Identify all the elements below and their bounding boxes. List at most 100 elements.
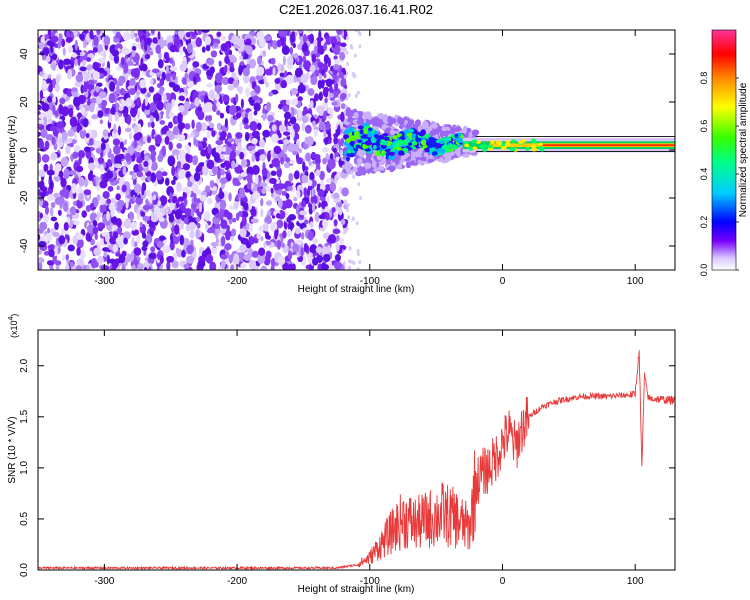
noise-cell <box>117 125 121 136</box>
noise-cell <box>271 133 279 143</box>
noise-cell <box>253 102 261 112</box>
noise-cell <box>206 159 215 170</box>
noise-cell <box>104 234 109 243</box>
noise-cell <box>192 155 199 166</box>
onset-core <box>454 133 459 138</box>
noise-cell <box>317 189 325 198</box>
noise-cell <box>92 70 100 81</box>
noise-cell <box>199 122 208 132</box>
spectrogram-x-ticks: -300 -200 -100 0 100 <box>94 30 644 287</box>
onset-core <box>396 147 403 151</box>
noise-cell <box>325 177 332 184</box>
noise-cell <box>312 237 319 245</box>
noise-cell <box>63 168 70 180</box>
noise-cell <box>177 196 185 202</box>
noise-cell <box>108 93 116 104</box>
noise-cell <box>228 104 237 116</box>
noise-cell <box>278 30 287 38</box>
noise-cell <box>240 172 248 177</box>
noise-cell <box>54 221 59 231</box>
noise-cell <box>314 70 320 77</box>
noise-cell <box>121 47 128 55</box>
noise-cell <box>82 118 89 128</box>
noise-cell <box>144 42 148 52</box>
noise-cell <box>123 139 128 146</box>
noise-cell <box>283 131 291 136</box>
onset-halo <box>391 161 396 167</box>
noise-cell <box>38 104 42 110</box>
noise-cell <box>216 31 222 37</box>
noise-cell <box>235 132 243 139</box>
noise-cell <box>318 121 326 131</box>
noise-cell <box>51 53 58 61</box>
noise-cell <box>290 30 298 33</box>
noise-cell <box>255 157 260 162</box>
onset-core <box>355 144 361 149</box>
noise-cell <box>200 149 208 157</box>
noise-cell <box>228 254 234 263</box>
onset-core <box>378 134 385 141</box>
noise-cell <box>302 42 308 53</box>
noise-cell <box>142 136 149 143</box>
noise-cell <box>133 126 139 134</box>
tone-blob <box>524 147 530 151</box>
noise-cell <box>148 86 155 93</box>
noise-cell <box>177 153 181 162</box>
noise-cell <box>260 148 265 154</box>
noise-cell <box>250 208 257 217</box>
noise-cell <box>228 54 236 61</box>
noise-cell <box>220 260 226 269</box>
noise-cell <box>307 230 314 241</box>
noise-cell <box>79 66 87 72</box>
noise-cell <box>284 161 291 169</box>
noise-cell <box>253 238 259 244</box>
noise-cell <box>285 99 291 106</box>
noise-cell <box>146 136 152 144</box>
noise-cell <box>131 229 140 236</box>
noise-cell <box>42 116 48 127</box>
noise-cell <box>192 61 200 68</box>
noise-cell <box>253 265 259 270</box>
noise-cell <box>318 107 324 117</box>
noise-cell <box>186 255 195 264</box>
noise-cell <box>229 66 235 73</box>
noise-cell <box>38 169 46 177</box>
noise-cell <box>216 110 221 116</box>
noise-cell <box>333 136 338 145</box>
noise-cell <box>193 171 201 182</box>
noise-cell <box>317 39 322 49</box>
noise-cell <box>197 110 205 121</box>
noise-cell <box>251 164 260 175</box>
noise-cell <box>185 224 191 232</box>
noise-cell <box>78 176 85 187</box>
noise-cell <box>141 63 148 72</box>
noise-cell <box>78 33 85 40</box>
noise-cell <box>157 59 164 69</box>
noise-cell <box>71 183 77 194</box>
noise-cell <box>83 189 92 196</box>
noise-cell <box>92 46 98 53</box>
noise-cell <box>47 244 55 250</box>
tone-blob <box>511 147 517 152</box>
noise-cell <box>38 42 45 50</box>
noise-cell <box>356 90 360 95</box>
noise-cell <box>95 176 99 187</box>
noise-cell <box>131 45 137 52</box>
noise-cell <box>339 149 343 157</box>
noise-cell <box>171 165 176 177</box>
noise-cell <box>288 214 297 221</box>
noise-cell <box>100 142 106 151</box>
noise-cell <box>243 116 249 124</box>
noise-cell <box>279 99 288 105</box>
noise-cell <box>61 227 66 235</box>
noise-cell <box>239 55 243 60</box>
noise-cell <box>51 136 56 146</box>
noise-cell <box>195 37 203 48</box>
noise-cell <box>144 53 151 60</box>
noise-cell <box>321 212 326 219</box>
noise-cell <box>56 196 65 205</box>
noise-cell <box>176 160 182 169</box>
noise-cell <box>224 50 230 57</box>
onset-halo <box>397 116 402 124</box>
noise-cell <box>358 260 362 265</box>
